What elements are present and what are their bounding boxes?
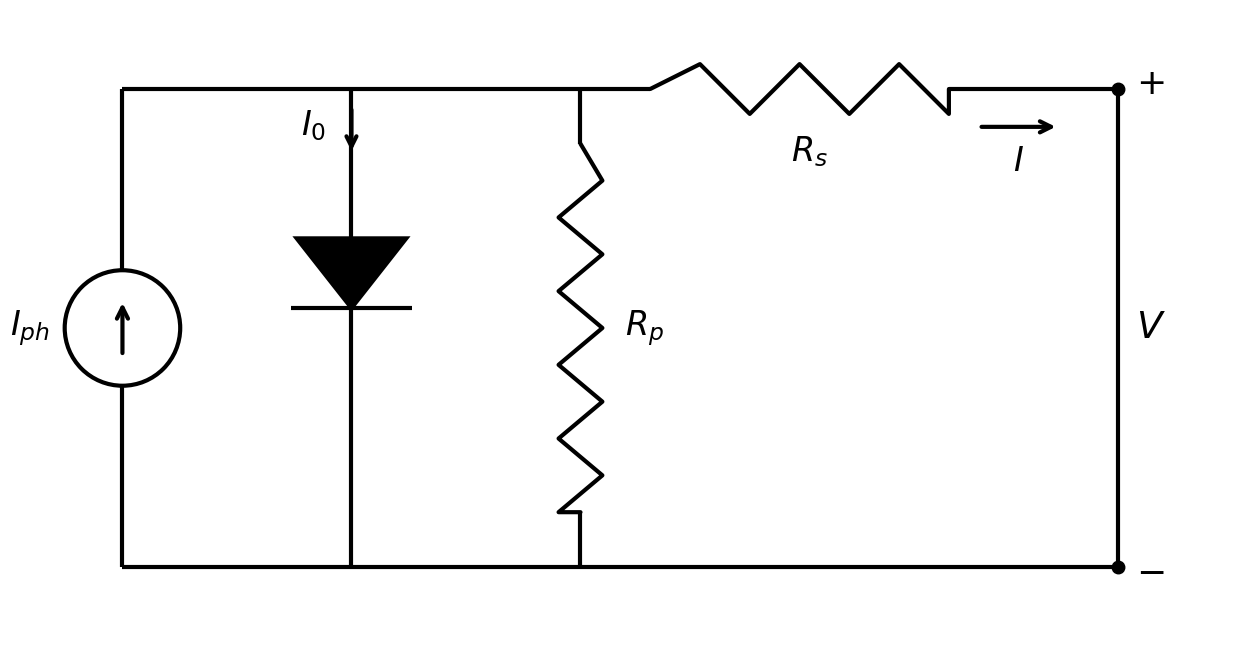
Text: $I_0$: $I_0$: [301, 108, 326, 143]
Text: $V$: $V$: [1136, 310, 1166, 346]
Text: $+$: $+$: [1136, 67, 1164, 101]
Text: $I$: $I$: [1013, 145, 1024, 178]
Text: $I_{ph}$: $I_{ph}$: [10, 308, 50, 348]
Text: $R_s$: $R_s$: [791, 134, 828, 168]
Text: $-$: $-$: [1136, 555, 1164, 589]
Polygon shape: [296, 238, 407, 308]
Text: $R_p$: $R_p$: [625, 308, 665, 348]
